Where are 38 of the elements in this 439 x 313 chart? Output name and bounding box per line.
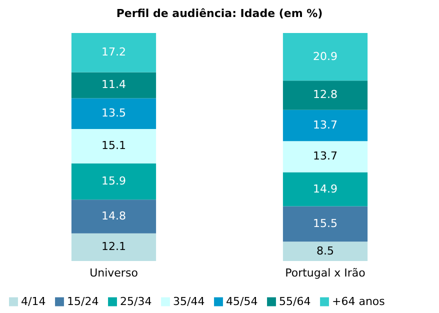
data-label: 13.7 bbox=[313, 150, 338, 163]
bar bbox=[282, 206, 368, 242]
bar bbox=[71, 33, 156, 72]
bar bbox=[282, 172, 368, 206]
data-label: 14.9 bbox=[313, 182, 338, 196]
data-label: 20.9 bbox=[313, 50, 338, 63]
bar bbox=[71, 163, 156, 200]
legend-label: 55/64 bbox=[279, 294, 311, 308]
bar bbox=[71, 128, 156, 164]
legend-label: 25/34 bbox=[120, 294, 152, 308]
legend-label: +64 anos bbox=[332, 294, 386, 308]
chart-title: Perfil de audiência: Idade (em %) bbox=[116, 7, 323, 20]
data-label: 12.8 bbox=[313, 88, 338, 102]
bar bbox=[282, 110, 368, 142]
bar bbox=[282, 33, 368, 81]
data-label: 8.5 bbox=[316, 244, 334, 258]
x-tick-label: Universo bbox=[90, 266, 138, 280]
data-label: 15.1 bbox=[102, 139, 126, 152]
legend-label: 35/44 bbox=[173, 294, 205, 308]
data-label: 11.4 bbox=[102, 78, 126, 92]
data-label: 14.8 bbox=[102, 210, 126, 223]
data-label: 13.5 bbox=[102, 106, 126, 120]
bar bbox=[282, 141, 368, 172]
data-label: 15.5 bbox=[313, 216, 338, 230]
bar bbox=[71, 72, 156, 98]
bar bbox=[71, 233, 156, 261]
bar bbox=[71, 98, 156, 129]
data-label: 13.7 bbox=[313, 118, 338, 132]
legend-label: 15/24 bbox=[67, 294, 99, 308]
data-label: 15.9 bbox=[102, 174, 126, 188]
bar bbox=[282, 80, 368, 110]
x-tick-label: Portugal x Irão bbox=[285, 266, 366, 280]
legend-label: 4/14 bbox=[21, 294, 46, 308]
legend-label: 45/54 bbox=[226, 294, 258, 308]
bar bbox=[282, 242, 368, 261]
bar bbox=[71, 200, 156, 234]
data-label: 12.1 bbox=[102, 240, 126, 254]
data-label: 17.2 bbox=[102, 46, 126, 59]
